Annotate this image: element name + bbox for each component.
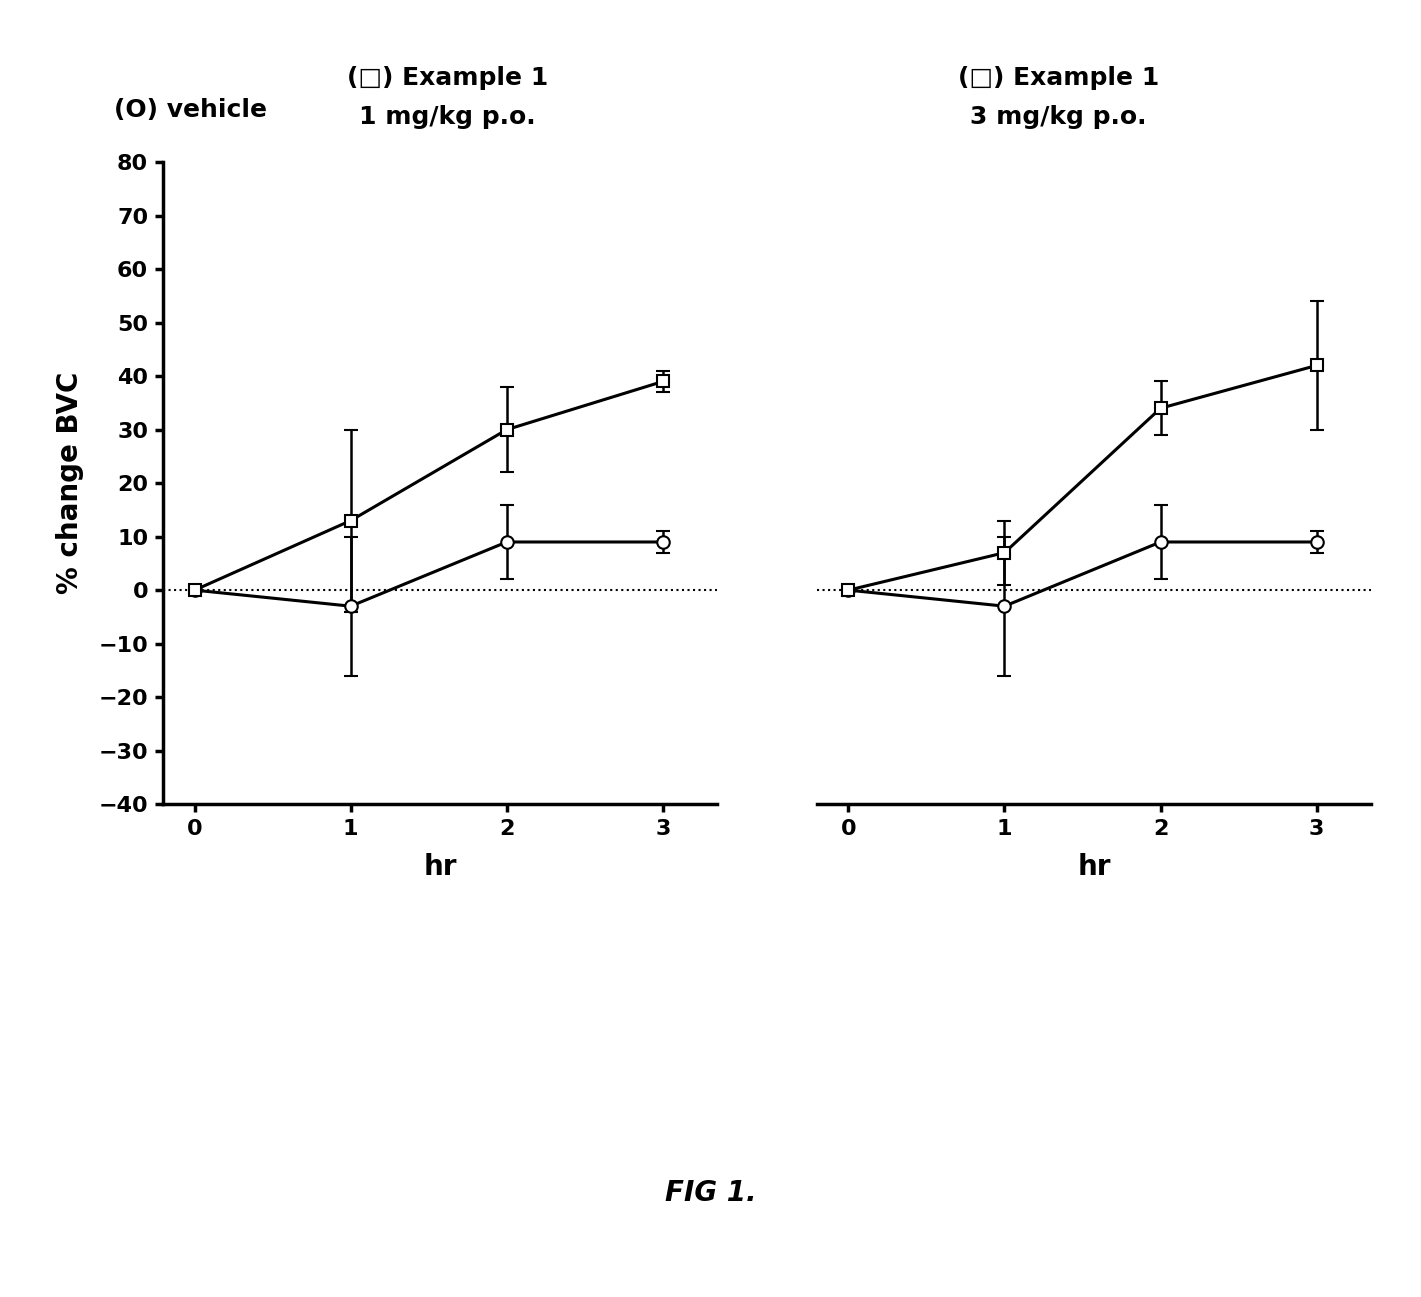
- X-axis label: hr: hr: [1077, 853, 1111, 881]
- Text: (□) Example 1: (□) Example 1: [958, 66, 1160, 89]
- Text: 1 mg/kg p.o.: 1 mg/kg p.o.: [360, 105, 536, 128]
- Y-axis label: % change BVC: % change BVC: [57, 372, 84, 594]
- X-axis label: hr: hr: [423, 853, 458, 881]
- Text: 3 mg/kg p.o.: 3 mg/kg p.o.: [971, 105, 1147, 128]
- Text: (O) vehicle: (O) vehicle: [114, 99, 267, 122]
- Text: (□) Example 1: (□) Example 1: [347, 66, 549, 89]
- Text: FIG 1.: FIG 1.: [665, 1179, 756, 1208]
